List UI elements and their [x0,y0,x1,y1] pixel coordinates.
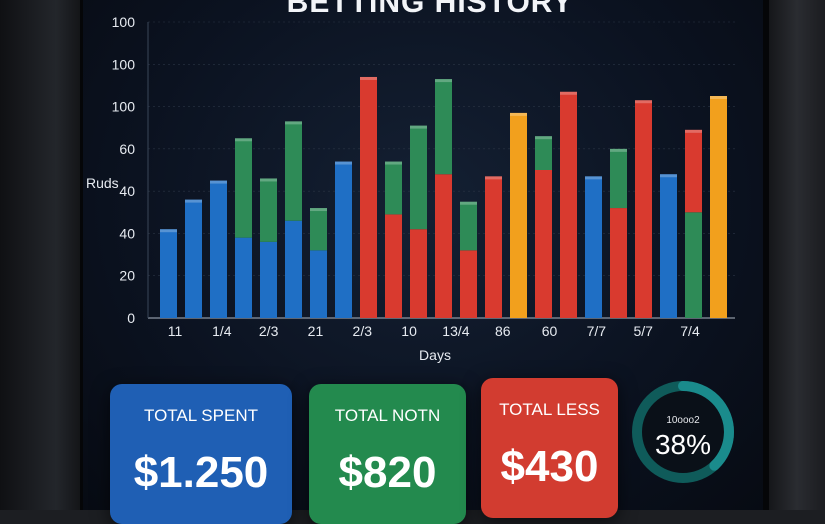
bar [260,241,277,318]
bar-highlight [585,176,602,180]
bar [410,229,427,318]
y-tick-label: 100 [112,14,136,30]
total-lost-card[interactable]: TOTAL LESS $430 [481,378,618,518]
ring-progress [632,381,734,483]
y-tick-label: 40 [119,183,135,199]
bar-highlight [210,180,227,184]
total-lost-value: $430 [500,442,599,491]
bar [335,161,352,318]
bar [385,214,402,318]
bar [185,199,202,318]
bar-segment [460,201,477,251]
x-tick-label: 21 [308,323,324,339]
bar [460,250,477,318]
bar-highlight [660,174,677,178]
x-tick-label: 5/7 [633,323,653,339]
bar [485,176,502,318]
bar-highlight [460,201,477,205]
bar-segment [385,161,402,215]
bar-highlight [710,96,727,99]
bar-highlight [385,161,402,165]
bar-segment [285,121,302,221]
x-tick-label: 1/4 [212,323,232,339]
bar [210,180,227,318]
chart-bars [160,76,727,319]
bar [560,91,577,319]
total-spent-card[interactable]: TOTAL SPENT $1.250 [110,384,292,524]
bar-segment [610,148,627,209]
bar-highlight [635,100,652,104]
win-rate-value: 38% [654,429,712,460]
x-tick-label: 86 [495,323,511,339]
x-axis-label: Days [419,347,451,363]
bar [535,170,552,318]
bar-segment [535,136,552,170]
win-rate-label: 10ooo2 [666,415,700,426]
bar [160,229,177,318]
x-tick-label: 11 [168,323,183,339]
bar [435,174,452,318]
bar [660,174,677,318]
bar [235,237,252,318]
bar-highlight [535,136,552,140]
bar-highlight [160,229,177,233]
monitor-bezel-left [0,0,80,510]
x-tick-label: 10 [401,323,417,339]
bar-highlight [560,91,577,95]
total-won-value: $820 [338,448,437,497]
y-tick-label: 60 [119,141,135,157]
bar [710,96,727,318]
bar-highlight [310,208,327,212]
bar [510,112,527,319]
bar [635,100,652,318]
total-won-label: TOTAL NOTN [334,406,441,425]
bar [285,220,302,318]
bar [610,208,627,318]
x-tick-label: 13/4 [442,323,469,339]
bar-highlight [260,178,277,182]
bar [685,212,702,318]
bar [360,76,377,318]
bar-highlight [285,121,302,125]
bar-highlight [510,112,527,116]
bar-highlight [435,79,452,83]
bar-highlight [185,199,202,203]
win-rate-ring: 10ooo2 38% [632,381,734,483]
y-tick-label: 100 [112,56,136,72]
bar-highlight [610,148,627,152]
bar-highlight [410,125,427,129]
bar-highlight [360,76,377,80]
x-axis-ticks: 11 1/4 2/3 21 2/3 10 13/4 86 60 7/7 5/7 7/4 [168,323,700,339]
x-tick-label: 2/3 [353,323,373,339]
bar-segment [685,129,702,213]
x-tick-label: 2/3 [259,323,279,339]
bar-chart: 0 20 40 40 60 100 100 100 11 1/4 2/3 21 2/3 10 13/4 86… [86,14,735,363]
total-lost-label: TOTAL LESS [499,400,600,419]
bar-segment [410,125,427,230]
x-tick-label: 7/7 [587,323,607,339]
bar-segment [235,138,252,238]
y-axis-ticks: 0 20 40 40 60 100 100 100 [112,14,136,326]
y-axis-label: Ruds [86,175,119,191]
bar-highlight [335,161,352,165]
bar-segment [260,178,277,242]
total-spent-label: TOTAL SPENT [144,406,258,425]
bar [585,176,602,318]
bar-highlight [485,176,502,180]
y-tick-label: 40 [119,225,135,241]
total-spent-value: $1.250 [133,448,269,497]
y-tick-label: 100 [112,99,136,115]
bar-highlight [685,129,702,133]
page-title: BETTING HISTORY [286,0,574,19]
x-tick-label: 60 [542,323,558,339]
y-tick-label: 0 [127,310,135,326]
bar-segment [435,79,452,175]
bar [310,250,327,318]
x-tick-label: 7/4 [680,323,700,339]
bar-highlight [235,138,252,142]
bar-segment [310,208,327,251]
y-tick-label: 20 [119,268,135,284]
total-won-card[interactable]: TOTAL NOTN $820 [309,384,466,524]
